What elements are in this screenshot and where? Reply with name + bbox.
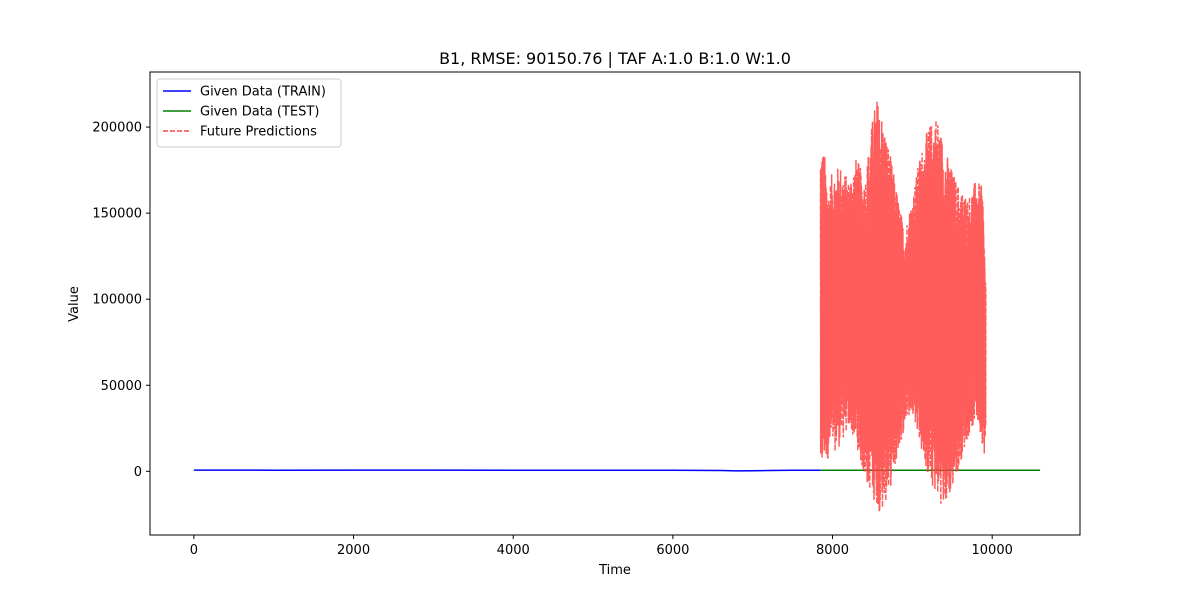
x-tick-label: 8000 xyxy=(816,543,849,558)
x-tick-label: 0 xyxy=(190,543,198,558)
y-tick-label: 50000 xyxy=(101,379,142,394)
y-tick-label: 150000 xyxy=(92,207,142,222)
series-line-train xyxy=(193,469,821,472)
series-layer xyxy=(193,101,1041,512)
y-tick-label: 200000 xyxy=(92,121,142,136)
legend-label: Given Data (TEST) xyxy=(200,105,319,120)
series-line-future-predictions xyxy=(819,101,987,512)
plot-frame xyxy=(149,71,1081,536)
chart-title: B1, RMSE: 90150.76 | TAF A:1.0 B:1.0 W:1… xyxy=(439,49,791,68)
legend-label: Future Predictions xyxy=(200,125,317,140)
legend-box xyxy=(156,78,342,148)
x-tick-label: 2000 xyxy=(337,543,370,558)
y-axis-label: Value xyxy=(67,286,82,322)
x-tick-label: 6000 xyxy=(656,543,689,558)
legend: Given Data (TRAIN) Given Data (TEST) Futur… xyxy=(156,78,342,148)
x-tick-label: 10000 xyxy=(972,543,1013,558)
y-tick-label: 0 xyxy=(134,465,142,480)
legend-label: Given Data (TRAIN) xyxy=(200,85,326,100)
y-ticks: 0 50000 100000 150000 200000 xyxy=(92,121,150,480)
x-ticks: 0 2000 4000 6000 8000 10000 xyxy=(190,535,1013,558)
x-axis-label: Time xyxy=(598,563,631,578)
x-tick-label: 4000 xyxy=(497,543,530,558)
y-tick-label: 100000 xyxy=(92,293,142,308)
